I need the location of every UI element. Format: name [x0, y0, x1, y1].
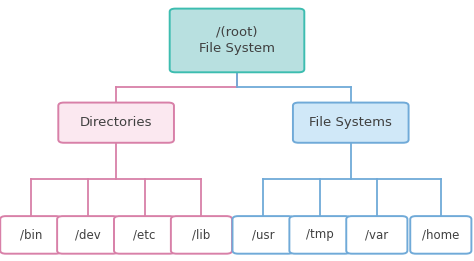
FancyBboxPatch shape [0, 216, 62, 254]
FancyBboxPatch shape [293, 103, 409, 143]
FancyBboxPatch shape [410, 216, 471, 254]
FancyBboxPatch shape [171, 216, 232, 254]
Text: Directories: Directories [80, 116, 152, 129]
Text: File Systems: File Systems [310, 116, 392, 129]
FancyBboxPatch shape [346, 216, 407, 254]
FancyBboxPatch shape [289, 216, 350, 254]
FancyBboxPatch shape [114, 216, 175, 254]
FancyBboxPatch shape [232, 216, 294, 254]
FancyBboxPatch shape [57, 216, 118, 254]
Text: /usr: /usr [252, 228, 274, 241]
Text: /tmp: /tmp [306, 228, 334, 241]
Text: /lib: /lib [192, 228, 210, 241]
Text: /bin: /bin [19, 228, 42, 241]
Text: /(root)
File System: /(root) File System [199, 26, 275, 55]
Text: /var: /var [365, 228, 389, 241]
Text: /home: /home [422, 228, 459, 241]
FancyBboxPatch shape [170, 9, 304, 72]
Text: /dev: /dev [75, 228, 100, 241]
Text: /etc: /etc [133, 228, 156, 241]
FancyBboxPatch shape [58, 103, 174, 143]
